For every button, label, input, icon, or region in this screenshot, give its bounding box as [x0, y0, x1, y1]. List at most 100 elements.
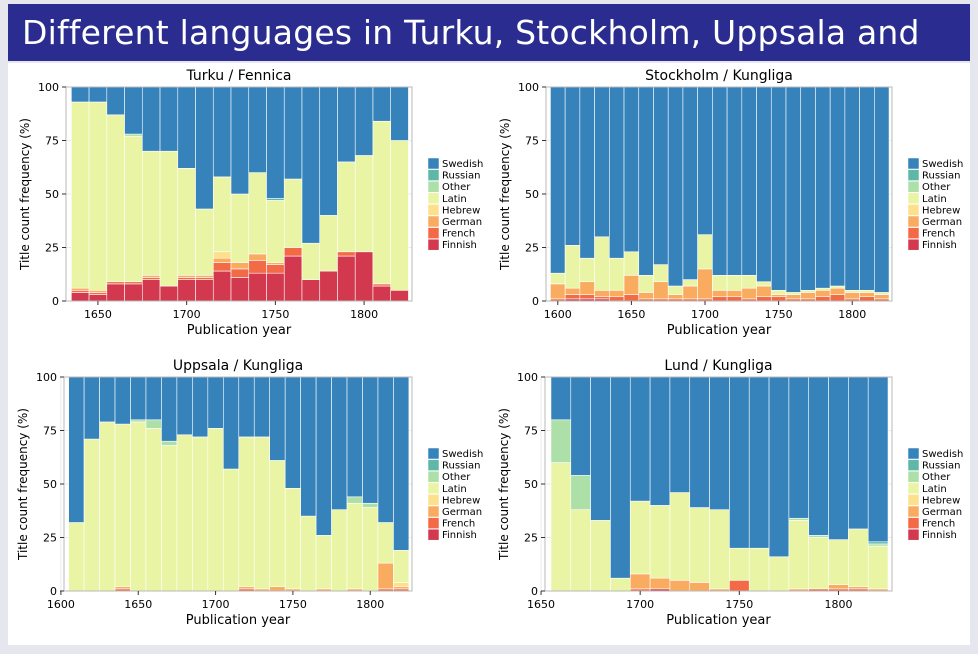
- bar-segment-swedish: [815, 86, 831, 289]
- y-tick-label: 75: [525, 135, 539, 148]
- legend-label-hebrew: Hebrew: [442, 495, 480, 506]
- y-tick-label: 50: [525, 188, 539, 201]
- bar-segment-finnish: [283, 255, 303, 302]
- legend-label-finnish: Finnish: [442, 530, 477, 541]
- bar-segment-german: [844, 292, 860, 300]
- legend-swatch-finnish: [427, 528, 440, 541]
- bar-segment-german: [71, 287, 90, 291]
- bar-segment-other: [346, 496, 363, 504]
- bar-segment-swedish: [697, 86, 713, 235]
- bar-segment-german: [230, 262, 250, 270]
- legend-swatch-other: [427, 470, 440, 483]
- y-axis-label: Title count frequency (%): [16, 408, 30, 561]
- bar-segment-german: [88, 290, 108, 293]
- bar-segment-swedish: [729, 376, 750, 549]
- charts-panel: 0 25 50 75 100 1650 1700 1750 1800 Turku / Fennic…: [8, 63, 970, 645]
- bar-segment-finnish: [141, 279, 161, 302]
- bar-segment-french: [124, 281, 143, 285]
- legend-label-german: German: [442, 507, 482, 518]
- bar-segment-latin: [653, 264, 669, 283]
- bar-segment-german: [238, 586, 255, 590]
- legend-swatch-french: [427, 227, 440, 239]
- legend-label-swedish: Swedish: [922, 449, 963, 460]
- bar-segment-french: [623, 294, 640, 302]
- bar-segment-hebrew: [393, 582, 410, 588]
- bar-segment-finnish: [71, 292, 90, 302]
- x-axis-label: Publication year: [187, 323, 292, 338]
- bar-segment-german: [828, 584, 849, 590]
- legend-label-latin: Latin: [442, 484, 467, 495]
- legend-label-latin: Latin: [442, 194, 467, 205]
- bar-segment-latin: [362, 507, 379, 592]
- bar-segment-swedish: [266, 86, 285, 199]
- bar-segment-swedish: [610, 376, 631, 579]
- bar-segment-latin: [669, 492, 691, 581]
- bar-segment-other: [161, 440, 178, 446]
- bar-segment-swedish: [161, 376, 178, 442]
- bar-segment-french: [266, 264, 285, 274]
- y-tick-label: 100: [38, 81, 59, 94]
- legend-swatch-german: [907, 215, 920, 228]
- legend-label-hebrew: Hebrew: [922, 495, 960, 506]
- bar-segment-swedish: [284, 376, 301, 489]
- x-tick-label: 1800: [824, 598, 852, 611]
- legend-swatch-hebrew: [907, 204, 920, 216]
- bar-segment-swedish: [88, 86, 108, 103]
- y-tick-label: 25: [43, 532, 57, 545]
- bar-segment-swedish: [848, 376, 869, 530]
- legend-swatch-finnish: [907, 238, 920, 251]
- bar-segment-swedish: [788, 376, 810, 519]
- y-tick-label: 50: [43, 478, 57, 491]
- bar-segment-german: [756, 285, 772, 298]
- bar-segment-latin: [253, 436, 271, 590]
- legend-label-swedish: Swedish: [442, 159, 483, 170]
- bar-segment-swedish: [106, 86, 125, 116]
- legend-swatch-hebrew: [427, 204, 440, 216]
- slide-title: Different languages in Turku, Stockholm,…: [8, 4, 970, 109]
- bar-segment-latin: [550, 462, 572, 592]
- bar-segment-finnish: [319, 270, 338, 302]
- bar-segment-german: [669, 579, 691, 592]
- legend-swatch-other: [907, 470, 920, 483]
- bar-segment-french: [71, 290, 90, 293]
- bar-segment-latin: [195, 208, 214, 276]
- bar-segment-finnish: [337, 255, 356, 302]
- bar-segment-swedish: [68, 376, 85, 523]
- bar-segment-latin: [844, 290, 860, 293]
- bar-segment-swedish: [354, 86, 374, 156]
- legend-label-latin: Latin: [922, 484, 947, 495]
- legend-swatch-swedish: [907, 447, 920, 460]
- bar-segment-finnish: [354, 251, 374, 302]
- bar-segment-swedish: [212, 86, 232, 178]
- bar-segment-swedish: [71, 86, 90, 103]
- bar-segment-french: [177, 277, 196, 280]
- bar-segment-other: [362, 502, 379, 508]
- bar-segment-swedish: [362, 376, 379, 504]
- bar-segment-hebrew: [212, 251, 232, 259]
- legend-label-swedish: Swedish: [922, 159, 963, 170]
- bar-segment-german: [629, 573, 651, 590]
- bar-segment-finnish: [159, 285, 179, 302]
- bar-segment-latin: [230, 193, 250, 263]
- bar-segment-finnish: [212, 270, 232, 302]
- bar-segment-german: [269, 586, 286, 592]
- x-tick-label: 1600: [544, 308, 572, 321]
- legend-swatch-hebrew: [907, 494, 920, 506]
- bar-segment-swedish: [726, 86, 743, 276]
- x-tick-label: 1700: [173, 308, 201, 321]
- bar-segment-swedish: [83, 376, 100, 440]
- bar-segment-french: [337, 251, 356, 257]
- legend-label-french: French: [442, 519, 475, 530]
- legend-swatch-latin: [427, 482, 440, 495]
- bar-segment-swedish: [124, 86, 143, 135]
- bar-segment-swedish: [689, 376, 710, 508]
- bar-segment-latin: [768, 556, 790, 592]
- legend-label-other: Other: [442, 182, 471, 193]
- bar-segment-finnish: [301, 279, 321, 302]
- bar-segment-swedish: [709, 376, 730, 510]
- legend-label-swedish: Swedish: [442, 449, 483, 460]
- legend-label-russian: Russian: [442, 171, 481, 182]
- bar-segment-latin: [629, 500, 651, 575]
- bar-segment-swedish: [145, 376, 162, 421]
- bar-segment-swedish: [390, 86, 409, 141]
